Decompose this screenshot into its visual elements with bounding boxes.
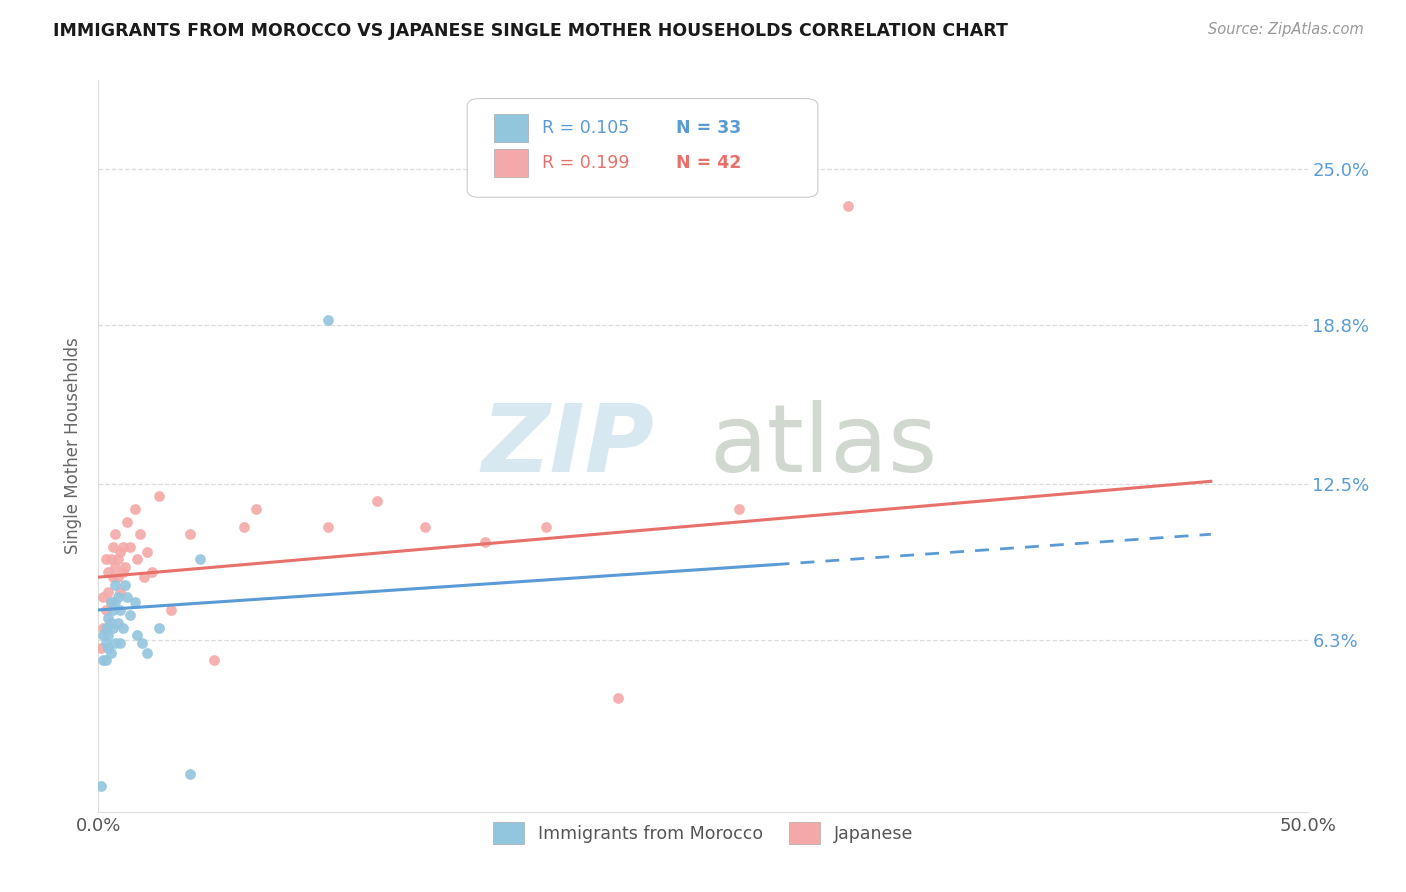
Point [127,552,149,566]
Point [97,610,120,624]
Point [104,527,127,541]
Point [118,607,141,622]
Point [101,540,124,554]
Point [101,603,124,617]
Text: N = 42: N = 42 [676,154,742,172]
Point [94,653,117,667]
Point [148,621,170,635]
Point [128,527,150,541]
Point [91,621,114,635]
Point [104,636,127,650]
Point [118,540,141,554]
FancyBboxPatch shape [494,114,527,142]
Point [127,628,149,642]
Point [100,552,122,566]
Point [179,527,201,541]
Point [104,578,127,592]
Text: ZIP: ZIP [482,400,655,492]
Text: N = 33: N = 33 [676,119,741,136]
Point [104,595,127,609]
Point [108,603,131,617]
Legend: Immigrants from Morocco, Japanese: Immigrants from Morocco, Japanese [485,815,921,851]
Point [124,502,146,516]
Point [107,591,129,605]
Point [474,534,496,549]
Point [97,565,120,579]
Point [91,653,114,667]
Point [100,595,122,609]
Point [316,519,339,533]
Point [131,636,153,650]
Point [114,578,136,592]
FancyBboxPatch shape [494,149,527,177]
Text: R = 0.105: R = 0.105 [543,119,630,136]
Text: IMMIGRANTS FROM MOROCCO VS JAPANESE SINGLE MOTHER HOUSEHOLDS CORRELATION CHART: IMMIGRANTS FROM MOROCCO VS JAPANESE SING… [53,22,1008,40]
Point [97,628,120,642]
Point [117,515,139,529]
Point [148,490,170,504]
Point [607,691,630,706]
Point [534,519,557,533]
Text: Source: ZipAtlas.com: Source: ZipAtlas.com [1208,22,1364,37]
Point [245,502,267,516]
Point [94,603,117,617]
Point [90,780,112,794]
Point [188,552,211,566]
Point [179,767,201,781]
Point [108,585,131,599]
Point [101,570,124,584]
Point [135,545,157,559]
Point [316,313,339,327]
Point [114,560,136,574]
Point [100,595,122,609]
Point [90,640,112,655]
Point [728,502,751,516]
FancyBboxPatch shape [467,99,818,197]
Point [204,653,226,667]
Point [91,628,114,642]
Point [837,199,859,213]
Point [101,621,124,635]
Point [94,621,117,635]
Point [124,595,146,609]
Point [366,494,388,508]
Point [111,565,134,579]
Point [117,591,139,605]
Point [135,646,157,660]
Point [100,615,122,630]
Point [97,640,120,655]
Point [107,615,129,630]
Point [104,560,127,574]
Point [100,646,122,660]
Point [160,603,183,617]
Point [134,570,156,584]
Point [108,636,131,650]
Y-axis label: Single Mother Households: Single Mother Households [65,338,83,554]
Point [111,621,134,635]
Point [107,552,129,566]
Point [97,585,120,599]
Point [94,636,117,650]
Point [141,565,163,579]
Point [108,545,131,559]
Point [413,519,436,533]
Point [232,519,254,533]
Text: R = 0.199: R = 0.199 [543,154,630,172]
Point [94,552,117,566]
Point [107,570,129,584]
Point [91,591,114,605]
Text: atlas: atlas [710,400,938,492]
Point [111,540,134,554]
